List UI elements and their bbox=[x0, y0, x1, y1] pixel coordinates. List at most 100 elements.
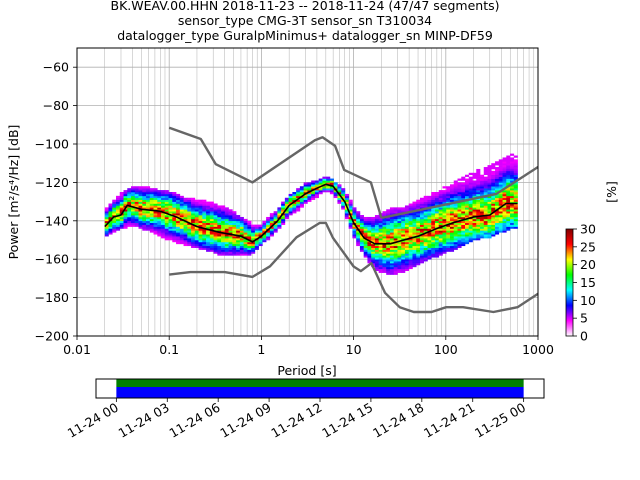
psd-cell bbox=[168, 215, 173, 218]
psd-cell bbox=[498, 222, 503, 225]
psd-cell bbox=[307, 199, 312, 202]
psd-cell bbox=[371, 224, 376, 227]
psd-cell bbox=[438, 232, 443, 235]
psd-cell bbox=[356, 226, 361, 229]
psd-cell bbox=[254, 243, 259, 247]
psd-cell bbox=[382, 257, 387, 260]
psd-cell bbox=[198, 236, 203, 239]
psd-cell bbox=[397, 215, 402, 218]
psd-cell bbox=[187, 213, 192, 216]
psd-cell bbox=[427, 213, 432, 216]
psd-cell bbox=[168, 203, 173, 206]
psd-cell bbox=[228, 234, 233, 237]
psd-cell bbox=[389, 240, 395, 243]
psd-cell bbox=[239, 247, 244, 250]
psd-cell bbox=[119, 199, 124, 202]
psd-cell bbox=[453, 186, 458, 189]
psd-cell bbox=[506, 216, 511, 220]
psd-cell bbox=[127, 216, 132, 220]
psd-cell bbox=[502, 211, 507, 214]
psd-cell bbox=[401, 215, 406, 218]
psd-cell bbox=[206, 226, 211, 229]
psd-cell bbox=[217, 207, 222, 210]
psd-cell bbox=[168, 222, 173, 225]
psd-cell bbox=[442, 247, 447, 250]
psd-cell bbox=[374, 261, 379, 264]
psd-cell bbox=[104, 211, 109, 214]
psd-cell bbox=[288, 201, 293, 204]
psd-cell bbox=[412, 245, 417, 248]
psd-cell bbox=[281, 222, 286, 225]
psd-cell bbox=[119, 195, 124, 199]
psd-cell bbox=[495, 218, 500, 222]
psd-cell bbox=[465, 188, 470, 191]
psd-cell bbox=[359, 245, 364, 248]
psd-cell bbox=[247, 238, 252, 241]
psd-cell bbox=[228, 218, 233, 222]
psd-cell bbox=[359, 226, 364, 229]
psd-cell bbox=[352, 220, 357, 224]
psd-cell bbox=[356, 213, 361, 216]
psd-cell bbox=[487, 199, 492, 202]
psd-cell bbox=[389, 261, 395, 264]
psd-cell bbox=[194, 213, 199, 216]
psd-cell bbox=[254, 241, 259, 245]
psd-cell bbox=[232, 216, 237, 220]
psd-cell bbox=[461, 213, 466, 216]
psd-cell bbox=[382, 261, 387, 264]
psd-cell bbox=[176, 218, 181, 222]
psd-cell bbox=[491, 165, 496, 168]
psd-cell bbox=[419, 218, 425, 222]
psd-cell bbox=[502, 182, 507, 185]
psd-cell bbox=[483, 213, 488, 216]
psd-cell bbox=[273, 215, 278, 218]
psd-cell bbox=[112, 201, 117, 204]
psd-cell bbox=[176, 213, 181, 216]
psd-cell bbox=[502, 167, 507, 170]
psd-cell bbox=[194, 228, 199, 231]
psd-cell bbox=[513, 195, 518, 199]
psd-cell bbox=[371, 249, 376, 252]
psd-cell bbox=[491, 180, 496, 183]
psd-cell bbox=[465, 201, 470, 204]
psd-cell bbox=[191, 222, 196, 225]
psd-cell bbox=[314, 180, 319, 183]
psd-cell bbox=[322, 186, 327, 189]
psd-cell bbox=[183, 199, 188, 202]
psd-cell bbox=[468, 234, 473, 237]
psd-cell bbox=[506, 197, 511, 200]
psd-cell bbox=[449, 247, 455, 250]
psd-cell bbox=[483, 203, 488, 206]
psd-cell bbox=[416, 261, 421, 264]
psd-cell bbox=[457, 218, 462, 222]
psd-cell bbox=[131, 211, 136, 214]
psd-cell bbox=[404, 266, 410, 270]
psd-cell bbox=[224, 211, 229, 214]
psd-cell bbox=[326, 188, 331, 191]
psd-cell bbox=[116, 203, 121, 206]
psd-cell bbox=[434, 236, 440, 239]
psd-cell bbox=[378, 234, 383, 237]
psd-cell bbox=[348, 222, 353, 225]
psd-cell bbox=[476, 207, 481, 210]
psd-cell bbox=[273, 222, 278, 225]
psd-cell bbox=[397, 259, 402, 262]
psd-cell bbox=[495, 172, 500, 176]
psd-cell bbox=[419, 232, 425, 235]
psd-cell bbox=[386, 257, 391, 260]
psd-cell bbox=[378, 228, 383, 231]
psd-cell bbox=[449, 228, 455, 231]
psd-cell bbox=[172, 228, 177, 231]
psd-cell bbox=[389, 247, 395, 250]
psd-cell bbox=[367, 226, 372, 229]
psd-cell bbox=[134, 199, 139, 202]
psd-cell bbox=[461, 238, 466, 241]
psd-cell bbox=[449, 243, 455, 247]
psd-cell bbox=[382, 222, 387, 225]
psd-cell bbox=[491, 199, 496, 202]
psd-cell bbox=[138, 213, 143, 216]
psd-cell bbox=[431, 193, 436, 197]
psd-cell bbox=[123, 197, 128, 200]
psd-cell bbox=[487, 168, 492, 172]
psd-cell bbox=[108, 213, 113, 216]
